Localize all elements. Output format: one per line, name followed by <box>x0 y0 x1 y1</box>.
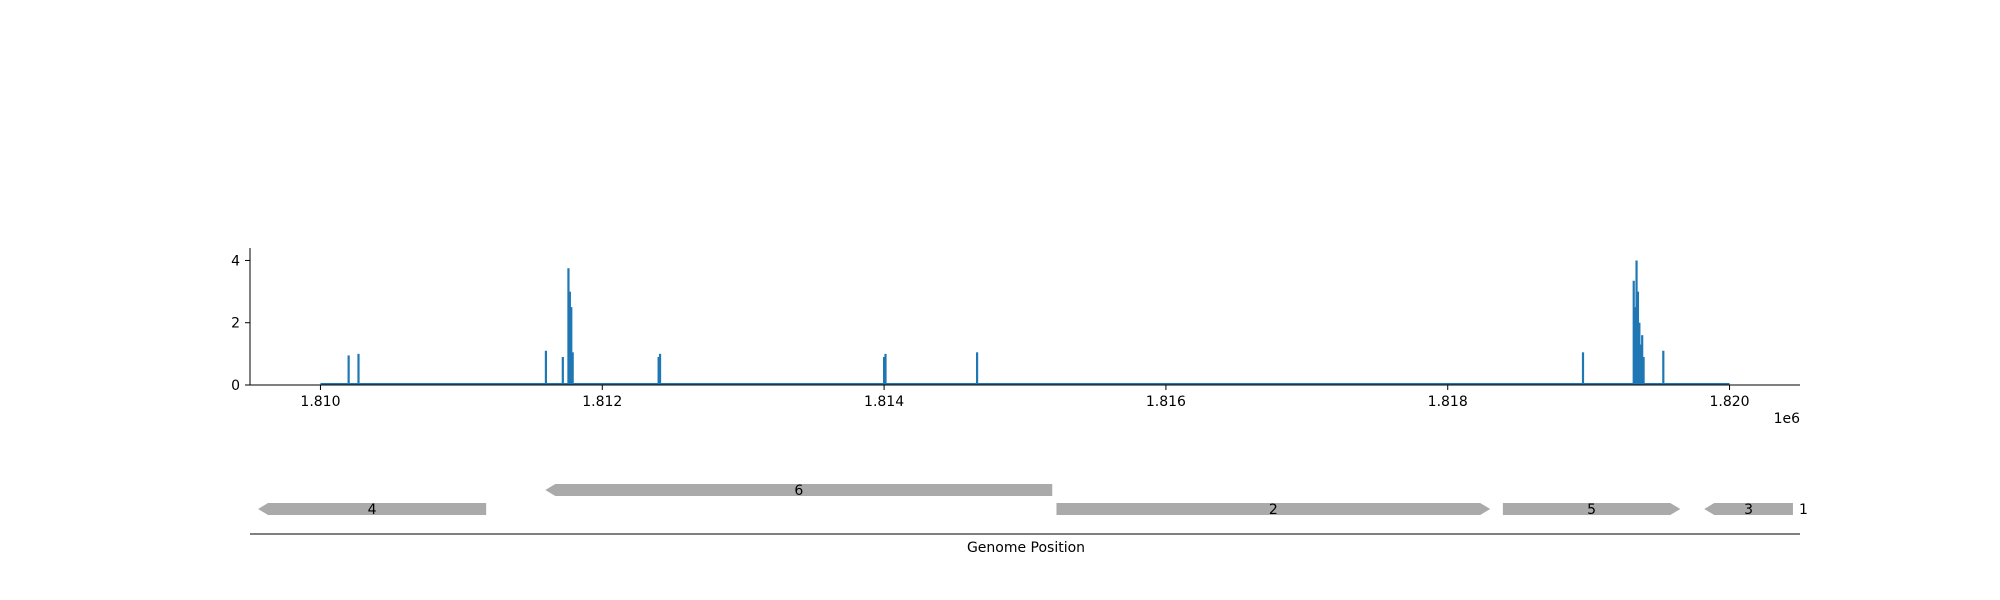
gene-feature-arrow <box>1056 503 1491 515</box>
gene-feature-arrow <box>1704 503 1793 515</box>
gene-feature-arrow <box>258 503 487 515</box>
gene-feature-label: 1 <box>1799 502 1808 518</box>
x-tick-label: 1.810 <box>300 394 340 410</box>
coverage-series <box>347 260 1665 385</box>
y-tick-label: 0 <box>231 378 240 394</box>
x-tick-label: 1.818 <box>1428 394 1468 410</box>
gene-feature-label: 2 <box>1269 502 1278 518</box>
coverage-plot: 0 2 4 1.810 1.812 1.814 1.816 1.818 1.820 1e6 <box>231 248 1800 427</box>
y-axis-ticks: 0 2 4 <box>231 253 250 394</box>
x-tick-label: 1.814 <box>864 394 904 410</box>
x-axis-offset-label: 1e6 <box>1774 411 1801 427</box>
y-tick-label: 2 <box>231 316 240 332</box>
x-tick-label: 1.820 <box>1709 394 1749 410</box>
gene-features: 4 6 2 5 3 1 <box>258 483 1808 518</box>
gene-feature-label: 6 <box>794 483 803 499</box>
gene-feature-label: 3 <box>1744 502 1753 518</box>
gene-feature-label: 5 <box>1587 502 1596 518</box>
gene-feature-label: 4 <box>368 502 377 518</box>
x-axis-ticks: 1.810 1.812 1.814 1.816 1.818 1.820 <box>300 385 1750 410</box>
y-tick-label: 4 <box>231 253 240 269</box>
x-axis-label: Genome Position <box>967 540 1085 556</box>
gene-track: 4 6 2 5 3 1 Genome Position <box>250 483 1808 556</box>
x-tick-label: 1.812 <box>582 394 622 410</box>
gene-feature-arrow <box>545 484 1053 496</box>
gene-feature-arrow <box>1502 503 1681 515</box>
x-tick-label: 1.816 <box>1146 394 1186 410</box>
